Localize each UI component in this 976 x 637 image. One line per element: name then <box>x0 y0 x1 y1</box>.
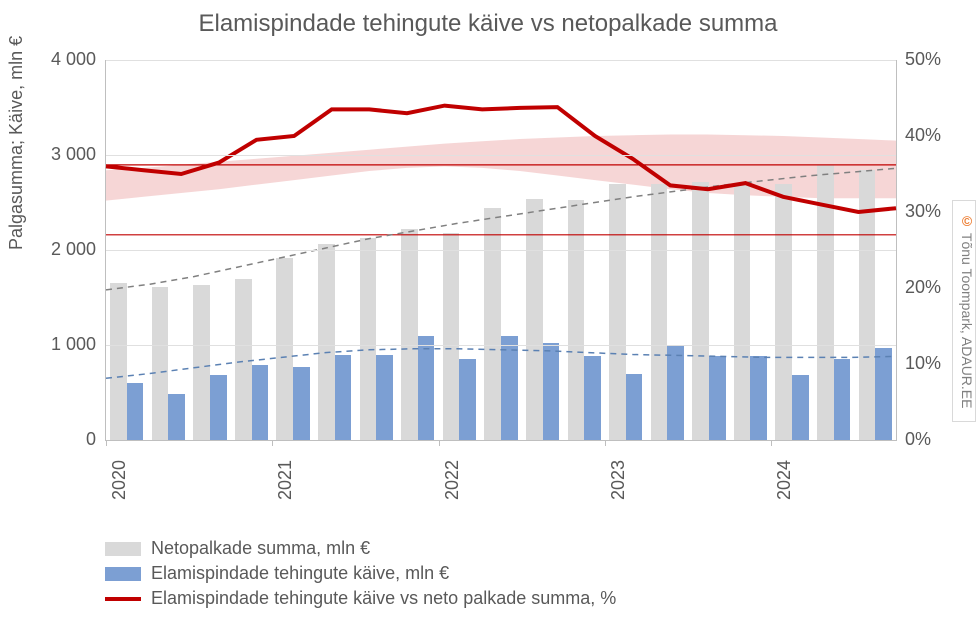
copyright-icon: © <box>959 213 975 229</box>
series-line <box>106 168 896 290</box>
y-left-tick-label: 1 000 <box>26 334 96 355</box>
x-tick-mark <box>771 440 772 446</box>
legend-line-swatch <box>105 597 141 601</box>
y-left-tick-label: 4 000 <box>26 49 96 70</box>
x-tick-mark <box>272 440 273 446</box>
gridline <box>106 60 896 61</box>
legend-label: Netopalkade summa, mln € <box>151 538 370 559</box>
x-tick-label: 2022 <box>442 460 463 500</box>
legend-label: Elamispindade tehingute käive vs neto pa… <box>151 588 616 609</box>
y-left-tick-label: 2 000 <box>26 239 96 260</box>
legend-item: Netopalkade summa, mln € <box>105 538 616 559</box>
gridline <box>106 250 896 251</box>
x-tick-label: 2023 <box>608 460 629 500</box>
watermark: © Tõnu Toompark, ADAUR.EE <box>952 200 976 422</box>
legend: Netopalkade summa, mln € Elamispindade t… <box>105 534 616 613</box>
watermark-text: Tõnu Toompark, ADAUR.EE <box>959 233 975 409</box>
series-line <box>106 349 896 379</box>
x-tick-mark <box>439 440 440 446</box>
y-right-tick-label: 40% <box>905 125 965 146</box>
x-tick-mark <box>605 440 606 446</box>
plot-area <box>105 60 897 441</box>
gridline <box>106 155 896 156</box>
y-axis-left-label: Palgasumma; Käive, mln € <box>6 36 27 250</box>
x-tick-label: 2020 <box>109 460 130 500</box>
x-tick-mark <box>106 440 107 446</box>
y-right-tick-label: 50% <box>905 49 965 70</box>
y-left-tick-label: 0 <box>26 429 96 450</box>
gridline <box>106 345 896 346</box>
legend-item: Elamispindade tehingute käive vs neto pa… <box>105 588 616 609</box>
x-tick-label: 2021 <box>275 460 296 500</box>
legend-swatch <box>105 567 141 581</box>
legend-swatch <box>105 542 141 556</box>
series-line <box>106 106 896 212</box>
legend-label: Elamispindade tehingute käive, mln € <box>151 563 449 584</box>
chart-title: Elamispindade tehingute käive vs netopal… <box>0 10 976 38</box>
legend-item: Elamispindade tehingute käive, mln € <box>105 563 616 584</box>
y-right-tick-label: 0% <box>905 429 965 450</box>
x-tick-label: 2024 <box>774 460 795 500</box>
y-left-tick-label: 3 000 <box>26 144 96 165</box>
chart-container: Elamispindade tehingute käive vs netopal… <box>0 0 976 637</box>
